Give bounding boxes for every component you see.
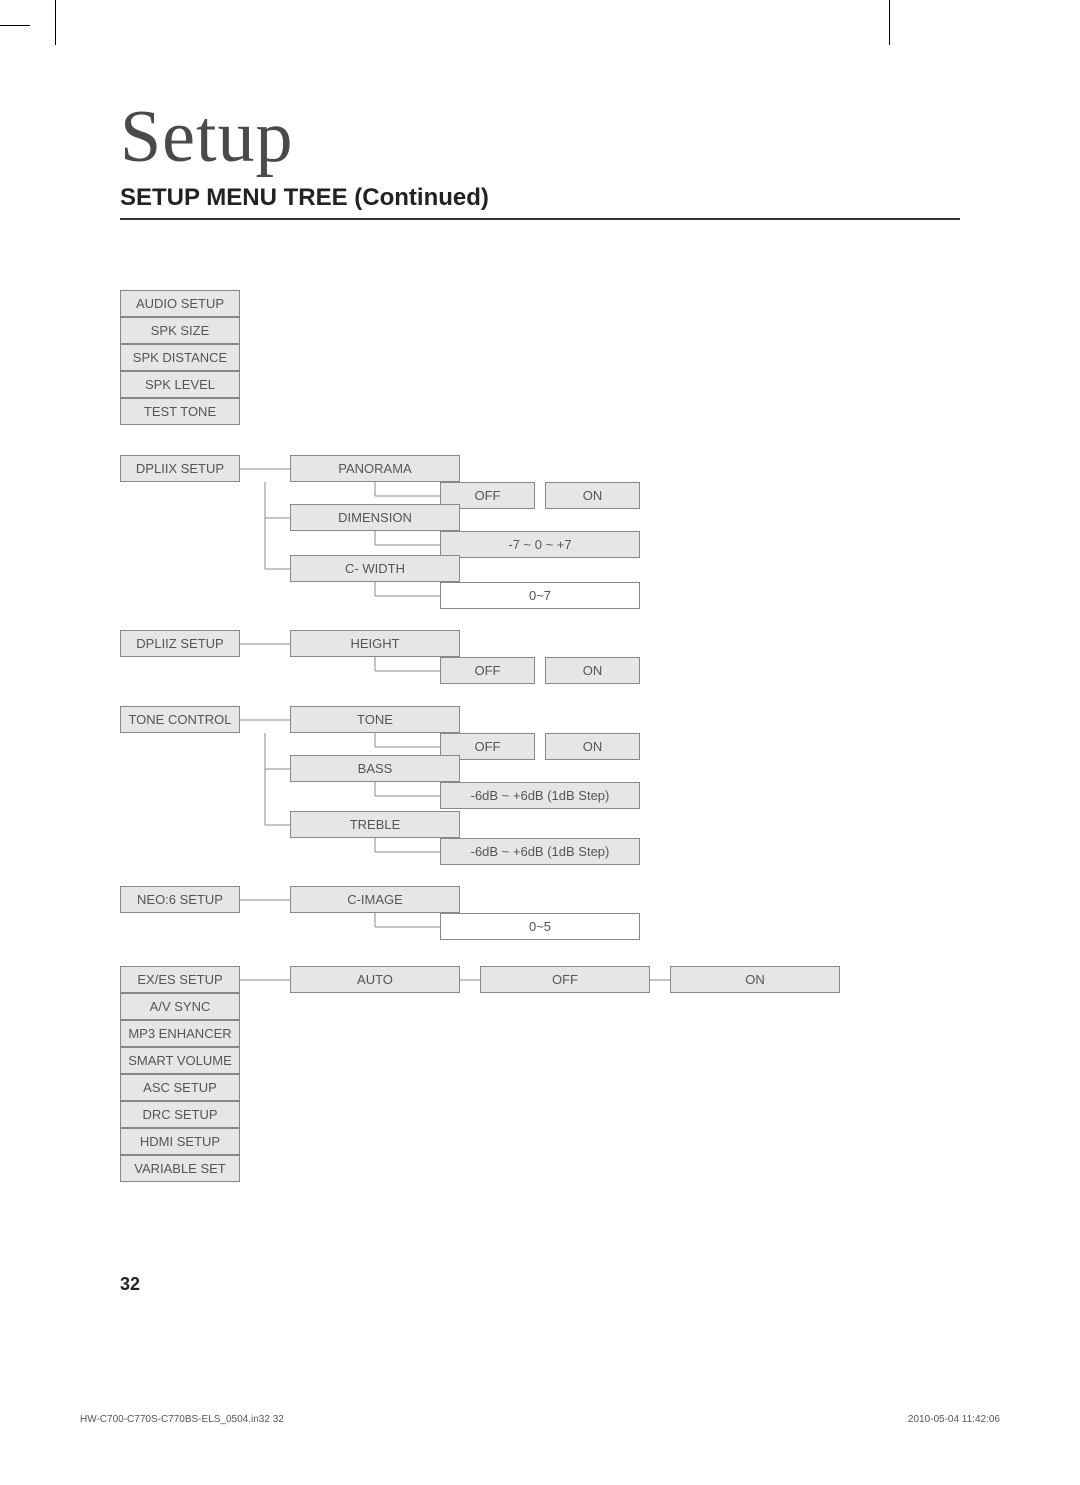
menu-tree-diagram: AUDIO SETUP SPK SIZE SPK DISTANCE SPK LE… bbox=[120, 290, 960, 1150]
value-exes-off: OFF bbox=[480, 966, 650, 993]
value-treble-range: -6dB ~ +6dB (1dB Step) bbox=[440, 838, 640, 865]
page-number: 32 bbox=[120, 1274, 140, 1295]
value-bass-range: -6dB ~ +6dB (1dB Step) bbox=[440, 782, 640, 809]
page: Setup SETUP MENU TREE (Continued) bbox=[0, 0, 1080, 1485]
menu-dimension: DIMENSION bbox=[290, 504, 460, 531]
menu-tone-control: TONE CONTROL bbox=[120, 706, 240, 733]
menu-tone: TONE bbox=[290, 706, 460, 733]
value-exes-auto: AUTO bbox=[290, 966, 460, 993]
menu-spk-level: SPK LEVEL bbox=[120, 371, 240, 398]
menu-c-image: C-IMAGE bbox=[290, 886, 460, 913]
footer-filename: HW-C700-C770S-C770BS-ELS_0504.in32 32 bbox=[80, 1414, 284, 1425]
menu-spk-distance: SPK DISTANCE bbox=[120, 344, 240, 371]
value-tone-on: ON bbox=[545, 733, 640, 760]
menu-treble: TREBLE bbox=[290, 811, 460, 838]
value-height-on: ON bbox=[545, 657, 640, 684]
menu-panorama: PANORAMA bbox=[290, 455, 460, 482]
menu-dpliiz-setup: DPLIIZ SETUP bbox=[120, 630, 240, 657]
menu-exes-setup: EX/ES SETUP bbox=[120, 966, 240, 993]
value-dimension-range: -7 ~ 0 ~ +7 bbox=[440, 531, 640, 558]
menu-drc-setup: DRC SETUP bbox=[120, 1101, 240, 1128]
content: Setup SETUP MENU TREE (Continued) bbox=[120, 95, 960, 1150]
page-title: Setup bbox=[120, 95, 960, 180]
value-c-width-range: 0~7 bbox=[440, 582, 640, 609]
menu-c-width: C- WIDTH bbox=[290, 555, 460, 582]
value-height-off: OFF bbox=[440, 657, 535, 684]
title-rule bbox=[120, 218, 960, 220]
value-c-image-range: 0~5 bbox=[440, 913, 640, 940]
menu-smart-volume: SMART VOLUME bbox=[120, 1047, 240, 1074]
menu-dpliix-setup: DPLIIX SETUP bbox=[120, 455, 240, 482]
menu-variable-set: VARIABLE SET bbox=[120, 1155, 240, 1182]
footer: HW-C700-C770S-C770BS-ELS_0504.in32 32 20… bbox=[80, 1414, 1000, 1425]
menu-asc-setup: ASC SETUP bbox=[120, 1074, 240, 1101]
value-panorama-on: ON bbox=[545, 482, 640, 509]
menu-av-sync: A/V SYNC bbox=[120, 993, 240, 1020]
menu-audio-setup: AUDIO SETUP bbox=[120, 290, 240, 317]
footer-timestamp: 2010-05-04 11:42:06 bbox=[908, 1414, 1000, 1425]
section-title: SETUP MENU TREE (Continued) bbox=[120, 184, 960, 212]
value-exes-on: ON bbox=[670, 966, 840, 993]
menu-neo6-setup: NEO:6 SETUP bbox=[120, 886, 240, 913]
menu-hdmi-setup: HDMI SETUP bbox=[120, 1128, 240, 1155]
menu-spk-size: SPK SIZE bbox=[120, 317, 240, 344]
menu-height: HEIGHT bbox=[290, 630, 460, 657]
menu-mp3-enhancer: MP3 ENHANCER bbox=[120, 1020, 240, 1047]
menu-bass: BASS bbox=[290, 755, 460, 782]
menu-test-tone: TEST TONE bbox=[120, 398, 240, 425]
